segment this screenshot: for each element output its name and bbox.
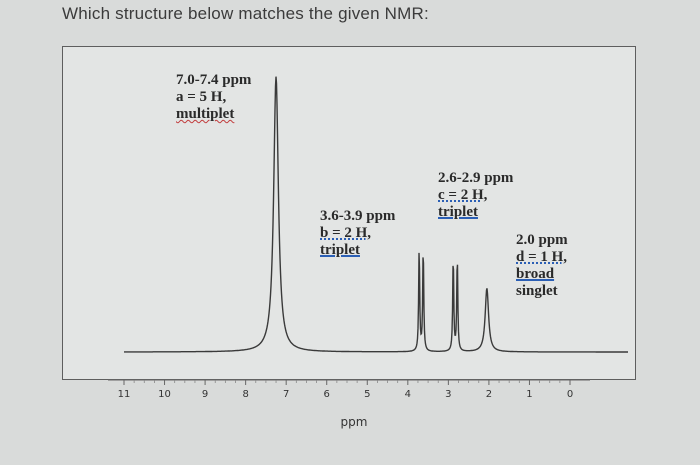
spectrum-frame (62, 46, 636, 380)
x-tick-label: 9 (202, 389, 208, 400)
annotation-c-integration: c = 2 H, (438, 187, 488, 203)
x-tick-label: 1 (526, 389, 532, 400)
annotation-d-multiplicity: broad (516, 266, 555, 282)
annotation-c-multiplicity: triplet (438, 204, 478, 220)
annotation-b-shift: 3.6-3.9 ppm (320, 208, 396, 224)
annotation-peak-a: 7.0-7.4 ppm a = 5 H, multiplet (176, 72, 251, 123)
x-tick-label: 6 (324, 389, 330, 400)
x-tick-label: 10 (158, 389, 171, 400)
x-tick-label: 3 (445, 389, 451, 400)
annotation-a-multiplicity: multiplet (176, 106, 235, 122)
x-tick-label: 5 (364, 389, 370, 400)
annotation-peak-b: 3.6-3.9 ppm b = 2 H, triplet (320, 208, 395, 259)
x-tick-label: 0 (567, 389, 573, 400)
annotation-b-integration: b = 2 H, (320, 225, 372, 241)
spectrum-trace (124, 76, 628, 353)
annotation-d-integration: d = 1 H, (516, 249, 568, 265)
x-tick-label: 4 (405, 389, 411, 400)
annotation-a-shift: 7.0-7.4 ppm (176, 72, 252, 88)
x-tick-label: 2 (486, 389, 492, 400)
annotation-peak-c: 2.6-2.9 ppm c = 2 H, triplet (438, 170, 513, 221)
x-tick-label: 8 (242, 389, 248, 400)
annotation-peak-d: 2.0 ppm d = 1 H, broad singlet (516, 232, 568, 300)
annotation-b-multiplicity: triplet (320, 242, 360, 258)
annotation-d-multiplicity-2: singlet (516, 283, 558, 299)
annotation-a-integration: a = 5 H, (176, 89, 227, 105)
annotation-c-shift: 2.6-2.9 ppm (438, 170, 514, 186)
x-tick-label: 11 (118, 389, 131, 400)
x-axis: 11 10 9 8 7 6 5 4 3 2 1 0 (108, 379, 590, 400)
x-tick-label: 7 (283, 389, 289, 400)
annotation-d-shift: 2.0 ppm (516, 232, 568, 248)
question-text: Which structure below matches the given … (62, 4, 429, 23)
x-axis-title: ppm (341, 415, 368, 429)
